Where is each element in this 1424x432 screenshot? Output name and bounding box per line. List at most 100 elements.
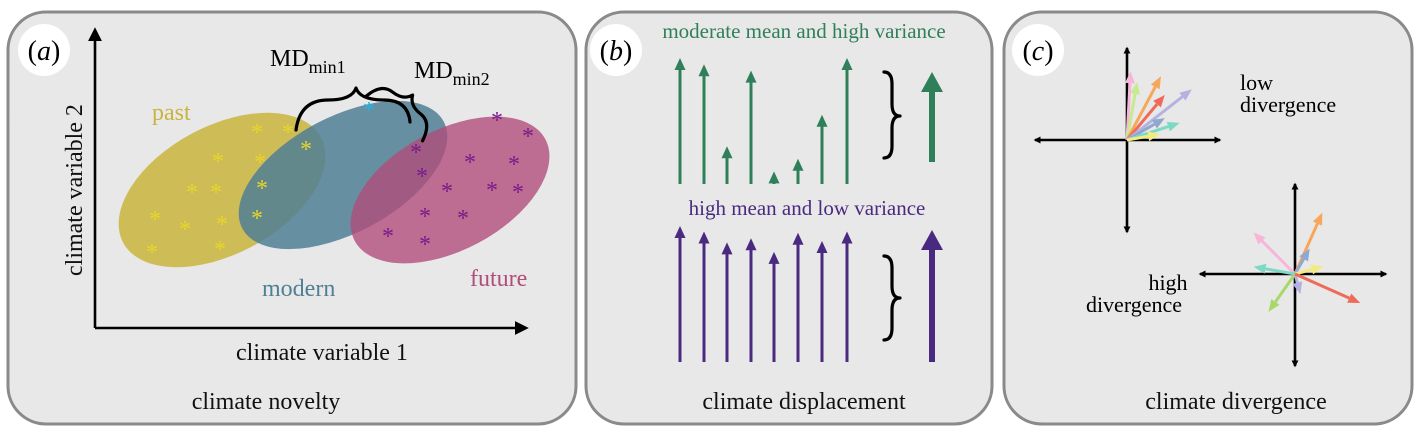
low-divergence-label-line2: divergence: [1240, 92, 1336, 117]
modern-label: modern: [262, 276, 335, 302]
top-arrows: [674, 58, 853, 184]
low-arrow-7-head: [1166, 121, 1180, 132]
past-point: *: [149, 207, 161, 233]
past-point: *: [251, 120, 263, 146]
md-min1-label: MDmin1: [270, 46, 346, 77]
bottom-arrow-3-head: [721, 242, 733, 255]
past-point: *: [300, 137, 312, 163]
past-points: * ** ** * ** * * ** **: [146, 120, 312, 266]
future-point: *: [491, 108, 503, 134]
low-arrow-4-shaft: [1125, 103, 1159, 141]
top-arrow-4-head: [745, 70, 757, 83]
high-arrow-4-head: [1310, 264, 1324, 275]
bottom-arrows: [674, 226, 853, 362]
bottom-mean-arrow: [921, 230, 943, 362]
low-divergence-arrows: [1124, 71, 1192, 142]
past-point: *: [210, 180, 222, 206]
md-min2-label: MDmin2: [414, 58, 490, 89]
past-point: *: [256, 176, 268, 202]
bottom-series-label: high mean and low variance: [689, 196, 926, 220]
past-point: *: [216, 212, 228, 238]
panel-c-letter: (c): [1022, 36, 1053, 67]
modern-ellipse: [238, 100, 448, 250]
panel-a-letter-badge: [18, 24, 70, 76]
panel-b-letter: (b): [600, 36, 633, 67]
top-mean-head: [921, 72, 943, 92]
future-point: *: [486, 178, 498, 204]
past-point: *: [146, 240, 158, 266]
high-arrow-2-shaft: [1260, 239, 1297, 276]
low-arrow-3-shaft: [1125, 86, 1157, 141]
top-arrow-6-head: [792, 158, 804, 171]
future-point: *: [441, 179, 453, 205]
top-arrow-7-head: [816, 114, 828, 127]
panel-c-frame: [1002, 10, 1414, 426]
bottom-arrow-4-head: [745, 238, 757, 251]
future-point: *: [382, 224, 394, 250]
future-point: *: [464, 150, 476, 176]
low-arrow-6-head: [1151, 118, 1165, 129]
future-point: *: [419, 204, 431, 230]
modern-points: *: [363, 98, 375, 124]
future-point: *: [522, 124, 534, 150]
top-brace: [882, 70, 902, 160]
high-divergence-label-line1: high: [1148, 270, 1187, 295]
bottom-arrow-6-head: [792, 232, 804, 245]
high-arrow-5-shaft: [1265, 267, 1296, 276]
bottom-arrow-8-head: [841, 231, 853, 244]
top-arrow-1-head: [674, 58, 686, 70]
top-arrow-8-head: [841, 58, 853, 70]
high-arrow-7-head: [1292, 281, 1303, 295]
past-label: past: [152, 100, 191, 126]
future-point: *: [508, 152, 520, 178]
bottom-arrow-2-head: [698, 231, 710, 244]
panel-a-letter: (a): [28, 36, 61, 67]
bottom-brace: [882, 254, 902, 342]
high-arrow-1-head: [1312, 212, 1323, 226]
low-arrow-3-head: [1150, 76, 1161, 90]
y-axis-label: climate variable 2: [62, 104, 88, 276]
future-point: *: [416, 164, 428, 190]
past-point: *: [254, 150, 266, 176]
panel-b-caption: climate displacement: [702, 389, 906, 415]
high-arrow-3-head: [1299, 248, 1310, 262]
high-arrow-6-head: [1268, 299, 1280, 312]
top-arrow-5-head: [768, 171, 780, 184]
panel-c-caption: climate divergence: [1145, 389, 1326, 415]
low-divergence-label-line1: low: [1240, 70, 1273, 95]
future-ellipse: [350, 116, 550, 264]
low-arrow-5-shaft: [1126, 95, 1184, 142]
top-arrow-2-head: [698, 64, 710, 77]
low-arrow-2-head: [1130, 82, 1141, 95]
modern-point: *: [363, 98, 375, 124]
past-point: *: [282, 120, 294, 146]
top-arrow-3-head: [721, 146, 733, 159]
bottom-arrow-1-head: [674, 226, 686, 238]
past-point: *: [212, 149, 224, 175]
high-arrow-5-head: [1253, 263, 1267, 274]
panel-b: (b) moderate mean and high variance high…: [584, 10, 994, 426]
past-point: *: [186, 180, 198, 206]
panel-c: (c) low divergence high divergence clima…: [1002, 10, 1414, 426]
panel-a: (a) * ** ** * ** * * ** ** * *** * *** * ** ** * MDmin…: [6, 10, 578, 426]
high-arrow-6-shaft: [1274, 273, 1297, 303]
future-point: *: [419, 232, 431, 258]
bottom-mean-head: [921, 230, 943, 250]
future-point: *: [457, 206, 469, 232]
high-arrow-8-head: [1347, 293, 1361, 304]
past-point: *: [214, 237, 226, 263]
x-axis-label: climate variable 1: [236, 340, 408, 366]
panel-b-letter-badge: [590, 24, 642, 76]
bottom-arrow-7-head: [816, 240, 828, 253]
high-divergence-arrows: [1253, 212, 1361, 312]
panel-c-letter-badge: [1012, 24, 1064, 76]
past-point: *: [251, 206, 263, 232]
top-mean-arrow: [921, 72, 943, 162]
high-arrow-8-shaft: [1294, 272, 1350, 300]
high-arrow-2-head: [1253, 232, 1266, 245]
low-arrow-1-head: [1124, 71, 1135, 84]
low-arrow-2-shaft: [1125, 93, 1137, 141]
md-min2-brace: [364, 86, 429, 143]
panel-a-caption: climate novelty: [192, 389, 341, 415]
high-divergence-label-line2: divergence: [1086, 292, 1182, 317]
